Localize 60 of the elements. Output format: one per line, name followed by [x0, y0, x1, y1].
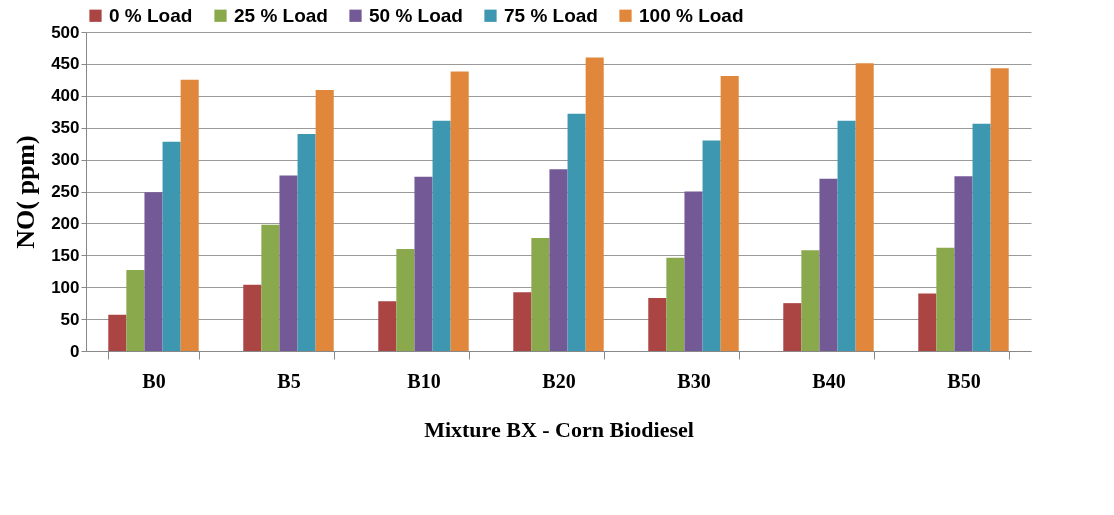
bar — [648, 298, 667, 351]
bar — [837, 120, 856, 351]
legend-label: 50 % Load — [369, 4, 463, 26]
bar — [162, 141, 181, 351]
bar — [936, 247, 955, 351]
bar — [972, 123, 991, 351]
x-tick-label: B40 — [812, 369, 846, 392]
bar — [513, 292, 532, 351]
bar — [432, 120, 451, 351]
y-tick-label: 0 — [70, 341, 80, 361]
bar — [801, 250, 820, 351]
bar — [144, 192, 163, 351]
x-tick-label: B0 — [142, 369, 166, 392]
bar — [378, 301, 397, 351]
bar — [666, 257, 685, 351]
bar — [243, 284, 262, 351]
bar — [180, 79, 199, 351]
bar — [126, 269, 145, 351]
bar — [261, 224, 280, 351]
bar — [396, 248, 415, 351]
y-tick-label: 400 — [51, 86, 80, 106]
legend-label: 75 % Load — [504, 4, 598, 26]
legend-label: 25 % Load — [234, 4, 328, 26]
bar — [702, 140, 721, 351]
x-tick-label: B5 — [277, 369, 301, 392]
bar — [954, 176, 973, 351]
bar — [414, 176, 433, 351]
x-tick-label: B10 — [407, 369, 441, 392]
x-axis-title: Mixture BX - Corn Biodiesel — [424, 416, 694, 442]
bar — [279, 175, 298, 351]
legend-label: 100 % Load — [639, 4, 744, 26]
bar — [108, 314, 127, 351]
x-tick-label: B50 — [947, 369, 981, 392]
bar — [549, 169, 568, 351]
bar — [315, 90, 334, 351]
bar — [450, 71, 469, 351]
bar — [567, 113, 586, 351]
y-tick-label: 350 — [51, 118, 80, 138]
y-tick-label: 250 — [51, 182, 80, 201]
bar — [855, 63, 874, 351]
y-tick-label: 100 — [51, 277, 80, 297]
y-tick-label: 300 — [51, 150, 80, 170]
bar — [531, 238, 550, 351]
bar — [297, 134, 316, 351]
bar — [990, 68, 1009, 351]
x-tick-label: B30 — [677, 369, 711, 392]
legend-label: 0 % Load — [109, 4, 193, 26]
x-tick-label: B20 — [542, 369, 576, 392]
bar — [720, 76, 739, 351]
bar — [819, 178, 838, 351]
y-tick-label: 150 — [51, 245, 80, 265]
bar — [918, 293, 937, 351]
y-tick-label: 450 — [51, 54, 80, 74]
y-tick-label: 200 — [51, 213, 80, 233]
y-tick-label: 50 — [60, 309, 80, 329]
bar — [684, 191, 703, 351]
bar — [783, 303, 802, 351]
y-axis-title: NO( ppm) — [11, 135, 41, 249]
bar — [585, 57, 604, 351]
y-tick-label: 500 — [51, 22, 80, 42]
